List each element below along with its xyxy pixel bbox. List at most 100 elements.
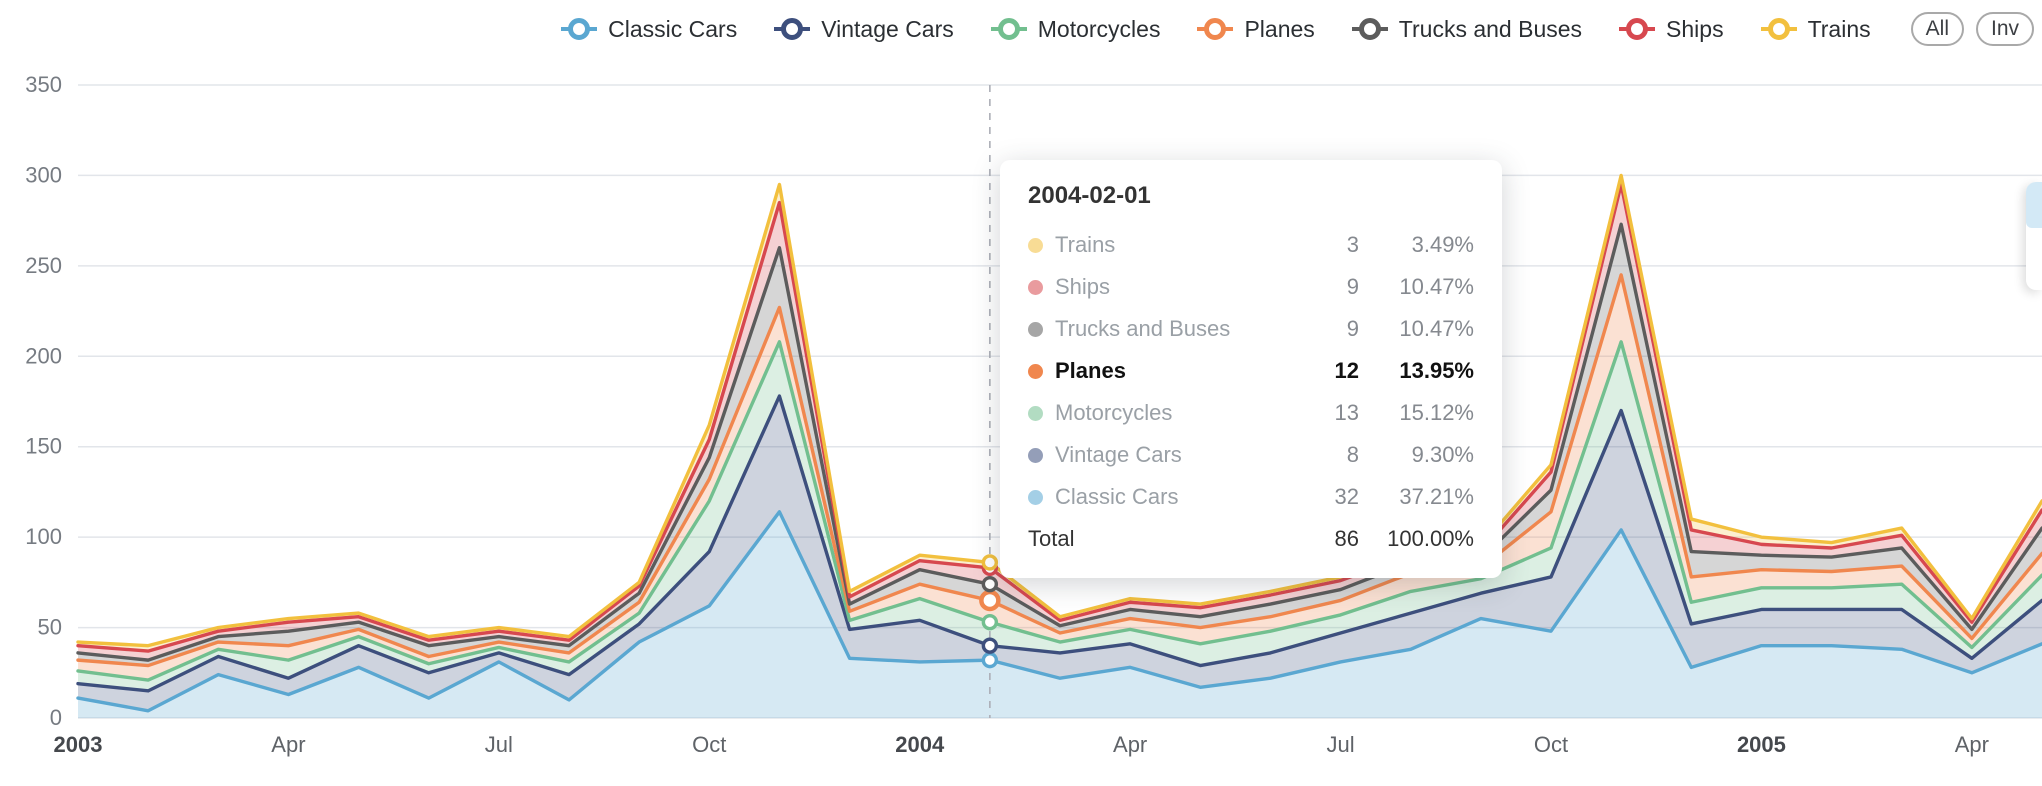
legend-item-classic-cars[interactable]: Classic Cars <box>560 16 737 43</box>
legend-item-vintage-cars[interactable]: Vintage Cars <box>773 16 954 43</box>
legend-item-planes[interactable]: Planes <box>1196 15 1315 43</box>
tooltip-row-ships: Ships 9 10.47% <box>1028 266 1474 308</box>
x-axis-tick-label: 2003 <box>54 732 103 757</box>
line-classic-cars <box>76 510 2042 713</box>
tooltip-row-vintage-cars: Vintage Cars 8 9.30% <box>1028 434 1474 476</box>
tooltip-row-planes: Planes 12 13.95% <box>1028 350 1474 392</box>
tooltip-series-percent: 10.47% <box>1399 316 1474 341</box>
legend-label: Planes <box>1244 15 1315 42</box>
y-axis-tick-label: 200 <box>25 343 62 368</box>
tooltip-series-value: 32 <box>1334 484 1359 509</box>
x-axis-tick-label: Jul <box>485 732 513 757</box>
line-motorcycles <box>76 340 2042 682</box>
tooltip-series-value: 9 <box>1346 316 1359 341</box>
line-ships <box>76 182 2042 653</box>
tooltip-series-value: 13 <box>1334 400 1359 425</box>
y-axis-tick-label: 300 <box>25 162 62 187</box>
chart-legend: Classic Cars Vintage Cars Motorcycles Plane… <box>0 12 2034 46</box>
tooltip-series-name: Motorcycles <box>1055 400 1173 425</box>
tooltip-row-trucks-and-buses: Trucks and Buses 9 10.47% <box>1028 308 1474 350</box>
highlight-marker-trucks-and-buses <box>981 575 999 593</box>
area-vintage-cars <box>78 396 2042 711</box>
legend-actions: All Inv <box>1910 12 2034 46</box>
tooltip-row-classic-cars: Classic Cars 32 37.21% <box>1028 476 1474 518</box>
tooltip-total-row: Total 86 100.00% <box>1028 518 1474 560</box>
legend-line-circle-icon-ships <box>1619 18 1656 40</box>
y-axis-tick-label: 100 <box>25 524 62 549</box>
tooltip-row-trains: Trains 3 3.49% <box>1028 224 1474 266</box>
tooltip-series-value: 9 <box>1346 274 1359 299</box>
tooltip-series-percent: 13.95% <box>1399 358 1474 383</box>
y-axis-tick-label: 350 <box>25 72 62 97</box>
legend-line-circle-icon-trucks-and-buses <box>1351 18 1388 40</box>
tooltip-series-percent: 37.21% <box>1399 484 1474 509</box>
legend-line-circle-icon-motorcycles <box>990 18 1027 40</box>
legend-label: Trucks and Buses <box>1398 15 1583 42</box>
tooltip-series-name: Vintage Cars <box>1055 442 1182 467</box>
tooltip-row-motorcycles: Motorcycles 13 15.12% <box>1028 392 1474 434</box>
legend-label: Classic Cars <box>608 15 738 42</box>
legend-line-circle-icon-planes <box>1197 18 1234 40</box>
legend-label: Trains <box>1807 15 1871 42</box>
series-dot-icon <box>1028 363 1043 379</box>
legend-all-button[interactable]: All <box>1910 12 1964 46</box>
highlight-marker-trains <box>981 554 999 571</box>
series-dot-icon <box>1028 237 1043 253</box>
y-axis-tick-label: 250 <box>25 253 62 278</box>
tooltip-total-percent: 100.00% <box>1387 526 1474 551</box>
legend-item-trucks-and-buses[interactable]: Trucks and Buses <box>1351 16 1582 43</box>
tooltip-series-percent: 15.12% <box>1399 400 1474 425</box>
clipped-edge-panel <box>2026 182 2042 290</box>
line-trains <box>76 173 2042 648</box>
legend-inverse-button[interactable]: Inv <box>1975 12 2034 46</box>
x-axis-tick-label: Oct <box>1534 732 1568 757</box>
series-dot-icon <box>1028 489 1043 505</box>
tooltip-series-value: 8 <box>1346 442 1359 467</box>
series-dot-icon <box>1028 447 1043 463</box>
x-axis-tick-label: 2004 <box>895 732 945 757</box>
tooltip-series-name: Planes <box>1055 358 1126 383</box>
area-classic-cars <box>78 511 2042 718</box>
tooltip-date: 2004-02-01 <box>1028 182 1151 209</box>
tooltip-total-value: 86 <box>1334 526 1359 551</box>
highlight-marker-classic-cars <box>981 651 999 669</box>
chart-tooltip: 2004-02-01 Trains 3 3.49% Ships 9 10.47% Truck… <box>1000 160 1502 578</box>
y-axis-tick-label: 0 <box>50 705 62 730</box>
highlight-marker-vintage-cars <box>981 637 999 654</box>
tooltip-series-value: 12 <box>1334 358 1359 383</box>
legend-label: Motorcycles <box>1037 15 1161 42</box>
clipped-edge-panel-accent <box>2026 182 2042 228</box>
tooltip-total-label: Total <box>1028 526 1075 551</box>
series-dot-icon <box>1028 321 1043 337</box>
legend-line-circle-icon-trains <box>1760 18 1797 40</box>
legend-line-circle-icon-vintage-cars <box>774 18 811 40</box>
legend-item-ships[interactable]: Ships <box>1618 16 1724 43</box>
tooltip-series-value: 3 <box>1346 232 1359 257</box>
tooltip-series-name: Trucks and Buses <box>1055 316 1231 341</box>
x-axis-tick-label: Apr <box>1113 732 1147 757</box>
highlight-marker-motorcycles <box>981 613 999 631</box>
x-axis-tick-label: Oct <box>692 732 726 757</box>
line-planes <box>76 273 2042 668</box>
series-dot-icon <box>1028 279 1043 295</box>
legend-item-motorcycles[interactable]: Motorcycles <box>990 15 1161 43</box>
y-axis-tick-label: 150 <box>25 434 62 459</box>
tooltip-series-name: Classic Cars <box>1055 484 1179 509</box>
x-axis-tick-label: Jul <box>1327 732 1355 757</box>
line-vintage-cars <box>76 394 2042 693</box>
x-axis-tick-label: Apr <box>271 732 305 757</box>
legend-item-trains[interactable]: Trains <box>1760 16 1871 43</box>
legend-label: Vintage Cars <box>821 15 954 42</box>
highlight-marker-planes <box>979 589 1001 612</box>
series-dot-icon <box>1028 405 1043 421</box>
tooltip-series-name: Ships <box>1055 274 1111 299</box>
tooltip-series-percent: 3.49% <box>1411 232 1474 257</box>
line-trucks-and-buses <box>76 222 2042 662</box>
legend-line-circle-icon-classic-cars <box>561 18 598 40</box>
tooltip-series-percent: 9.30% <box>1411 442 1474 467</box>
y-axis-tick-label: 50 <box>38 615 62 640</box>
tooltip-series-percent: 10.47% <box>1399 274 1474 299</box>
